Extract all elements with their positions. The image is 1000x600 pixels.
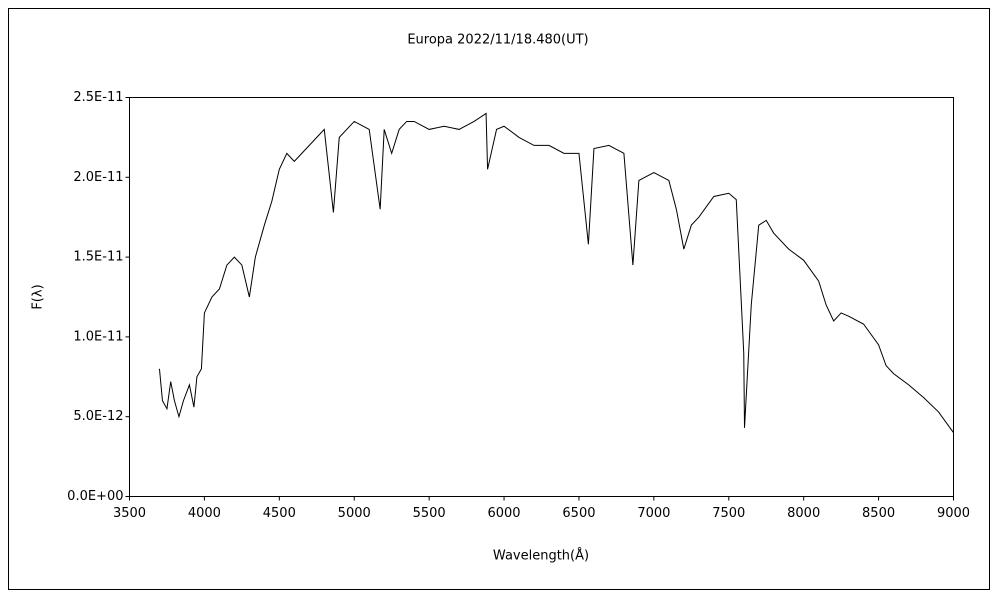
x-tick-label: 3500	[113, 506, 146, 521]
x-tick-label: 8500	[862, 506, 895, 521]
plot-frame	[129, 97, 954, 497]
x-tick-label: 9000	[937, 506, 970, 521]
x-tick-label: 5500	[413, 506, 446, 521]
x-axis-label: Wavelength(Å)	[493, 548, 589, 564]
x-tick-label: 6000	[487, 506, 520, 521]
x-tick-label: 6500	[562, 506, 595, 521]
chart-title: Europa 2022/11/18.480(UT)	[407, 33, 588, 48]
y-axis-label: F(λ)	[31, 284, 46, 309]
x-tick-label: 5000	[338, 506, 371, 521]
y-tick-label: 0.0E+00	[67, 489, 123, 504]
x-tick-label: 4000	[188, 506, 221, 521]
x-tick-label: 7500	[712, 506, 745, 521]
y-tick-label: 1.5E-11	[73, 250, 123, 265]
x-tick-label: 8000	[787, 506, 820, 521]
spectrum-line	[158, 112, 954, 433]
x-tick-label: 7000	[637, 506, 670, 521]
y-tick-label: 2.5E-11	[73, 90, 123, 105]
x-tick-label: 4500	[263, 506, 296, 521]
y-tick-label: 2.0E-11	[73, 170, 123, 185]
y-tick-label: 5.0E-12	[73, 409, 123, 424]
y-tick-label: 1.0E-11	[73, 329, 123, 344]
outer-frame	[8, 8, 990, 590]
